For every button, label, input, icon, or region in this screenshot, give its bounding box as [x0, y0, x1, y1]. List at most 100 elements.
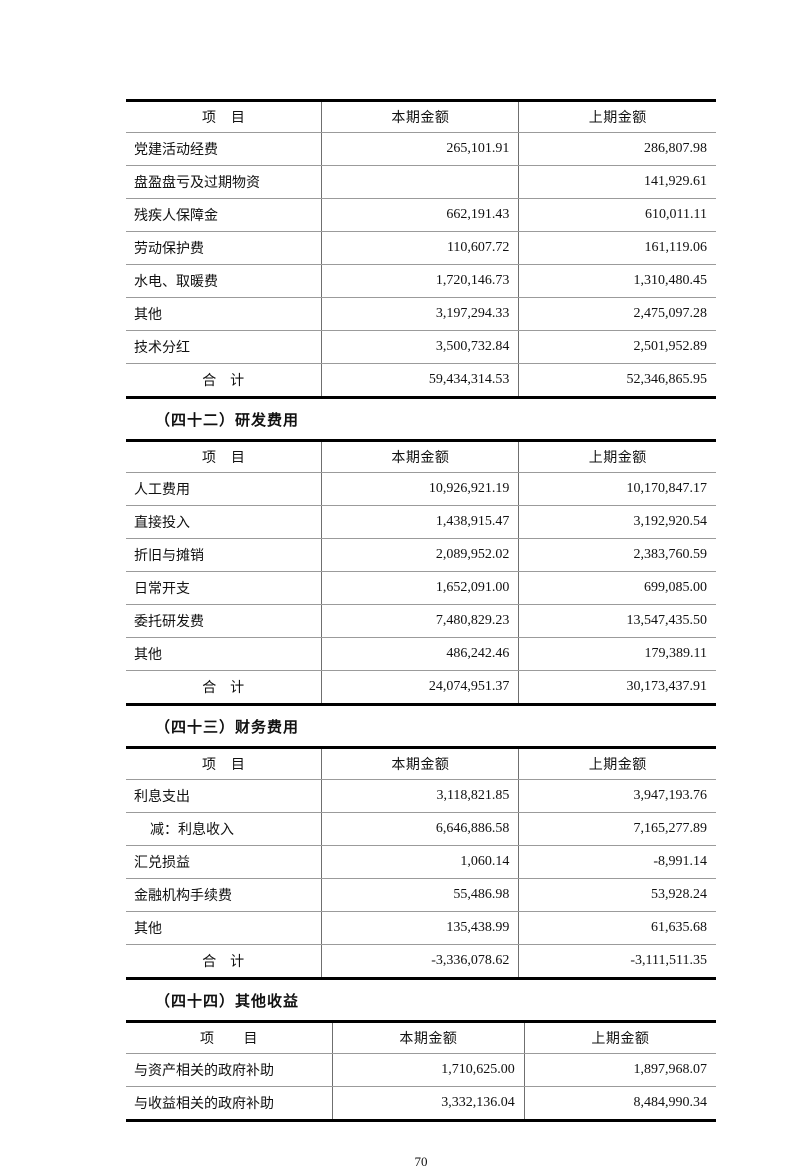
- row-current-amount: 3,118,821.85: [321, 779, 519, 813]
- row-prior-amount: 610,011.11: [518, 198, 716, 232]
- row-prior-amount: 699,085.00: [518, 571, 716, 605]
- row-current-amount: 1,438,915.47: [321, 505, 519, 539]
- row-item-label: 折旧与摊销: [126, 538, 322, 572]
- row-current-amount: 1,652,091.00: [321, 571, 519, 605]
- column-header-current-amount: 本期金额: [332, 1021, 525, 1054]
- report-section: 项 目 本期金额 上期金额 党建活动经费 265,101.91 286,807.…: [126, 99, 716, 399]
- table-header-row: 项 目 本期金额 上期金额: [126, 747, 716, 780]
- table-row: 技术分红 3,500,732.84 2,501,952.89: [126, 330, 716, 364]
- column-header-item: 项 目: [126, 747, 322, 780]
- row-current-amount: 3,332,136.04: [332, 1086, 525, 1121]
- row-prior-amount: 52,346,865.95: [518, 363, 716, 398]
- row-current-amount: 7,480,829.23: [321, 604, 519, 638]
- table-row: 人工费用 10,926,921.19 10,170,847.17: [126, 472, 716, 506]
- row-current-amount: 486,242.46: [321, 637, 519, 671]
- row-current-amount: 55,486.98: [321, 878, 519, 912]
- table-row: 合 计 -3,336,078.62 -3,111,511.35: [126, 944, 716, 979]
- column-header-item: 项 目: [126, 100, 322, 133]
- column-header-item: 项 目: [126, 1021, 333, 1054]
- table-row: 委托研发费 7,480,829.23 13,547,435.50: [126, 604, 716, 638]
- column-header-prior-amount: 上期金额: [518, 100, 716, 133]
- row-prior-amount: 30,173,437.91: [518, 670, 716, 705]
- row-prior-amount: 7,165,277.89: [518, 812, 716, 846]
- table-body: 人工费用 10,926,921.19 10,170,847.17 直接投入 1,…: [126, 472, 716, 705]
- financial-table: 项 目 本期金额 上期金额 利息支出 3,118,821.85 3,947,19…: [126, 746, 716, 980]
- financial-table: 项 目 本期金额 上期金额 党建活动经费 265,101.91 286,807.…: [126, 99, 716, 399]
- table-row: 减：利息收入 6,646,886.58 7,165,277.89: [126, 812, 716, 846]
- page-number: 70: [414, 1154, 428, 1169]
- row-prior-amount: 2,383,760.59: [518, 538, 716, 572]
- financial-table: 项 目 本期金额 上期金额 人工费用 10,926,921.19 10,170,…: [126, 439, 716, 706]
- row-current-amount: 6,646,886.58: [321, 812, 519, 846]
- row-item-label: 其他: [126, 297, 322, 331]
- row-current-amount: 135,438.99: [321, 911, 519, 945]
- table-row: 其他 3,197,294.33 2,475,097.28: [126, 297, 716, 331]
- table-row: 其他 486,242.46 179,389.11: [126, 637, 716, 671]
- table-body: 党建活动经费 265,101.91 286,807.98 盘盈盘亏及过期物资 1…: [126, 132, 716, 398]
- row-prior-amount: 141,929.61: [518, 165, 716, 199]
- sections-container: 项 目 本期金额 上期金额 党建活动经费 265,101.91 286,807.…: [126, 99, 716, 1122]
- table-header-row: 项 目 本期金额 上期金额: [126, 440, 716, 473]
- table-row: 合 计 59,434,314.53 52,346,865.95: [126, 363, 716, 398]
- column-header-item: 项 目: [126, 440, 322, 473]
- table-row: 盘盈盘亏及过期物资 141,929.61: [126, 165, 716, 199]
- row-current-amount: 110,607.72: [321, 231, 519, 265]
- row-current-amount: 1,710,625.00: [332, 1053, 525, 1087]
- row-current-amount: 2,089,952.02: [321, 538, 519, 572]
- report-section: （四十三）财务费用 项 目 本期金额 上期金额 利息支出 3,118,821.8…: [126, 718, 716, 980]
- row-item-label: 汇兑损益: [126, 845, 322, 879]
- document-page: 项 目 本期金额 上期金额 党建活动经费 265,101.91 286,807.…: [126, 99, 716, 1169]
- section-heading: （四十三）财务费用: [155, 720, 300, 736]
- table-row: 直接投入 1,438,915.47 3,192,920.54: [126, 505, 716, 539]
- row-item-label: 盘盈盘亏及过期物资: [126, 165, 322, 199]
- row-prior-amount: 3,947,193.76: [518, 779, 716, 813]
- row-item-label: 直接投入: [126, 505, 322, 539]
- table-row: 汇兑损益 1,060.14 -8,991.14: [126, 845, 716, 879]
- row-item-label: 残疾人保障金: [126, 198, 322, 232]
- table-row: 党建活动经费 265,101.91 286,807.98: [126, 132, 716, 166]
- row-current-amount: 1,060.14: [321, 845, 519, 879]
- row-current-amount: 1,720,146.73: [321, 264, 519, 298]
- row-item-label: 劳动保护费: [126, 231, 322, 265]
- table-header-row: 项 目 本期金额 上期金额: [126, 100, 716, 133]
- table-row: 残疾人保障金 662,191.43 610,011.11: [126, 198, 716, 232]
- table-row: 日常开支 1,652,091.00 699,085.00: [126, 571, 716, 605]
- row-prior-amount: 10,170,847.17: [518, 472, 716, 506]
- row-item-label: 水电、取暖费: [126, 264, 322, 298]
- table-body: 利息支出 3,118,821.85 3,947,193.76 减：利息收入 6,…: [126, 779, 716, 979]
- row-current-amount: -3,336,078.62: [321, 944, 519, 979]
- column-header-prior-amount: 上期金额: [518, 747, 716, 780]
- row-item-label: 技术分红: [126, 330, 322, 364]
- row-prior-amount: 3,192,920.54: [518, 505, 716, 539]
- row-prior-amount: 179,389.11: [518, 637, 716, 671]
- row-current-amount: [321, 165, 519, 199]
- row-item-label: 其他: [126, 911, 322, 945]
- row-item-label: 与资产相关的政府补助: [126, 1053, 333, 1087]
- row-prior-amount: 13,547,435.50: [518, 604, 716, 638]
- table-row: 与资产相关的政府补助 1,710,625.00 1,897,968.07: [126, 1053, 716, 1087]
- column-header-prior-amount: 上期金额: [523, 1021, 716, 1054]
- section-heading: （四十二）研发费用: [155, 413, 300, 429]
- row-item-label: 金融机构手续费: [126, 878, 322, 912]
- row-prior-amount: 1,897,968.07: [523, 1053, 716, 1087]
- column-header-current-amount: 本期金额: [321, 440, 519, 473]
- row-current-amount: 265,101.91: [321, 132, 519, 166]
- row-prior-amount: 286,807.98: [518, 132, 716, 166]
- row-item-label: 减：利息收入: [126, 812, 322, 846]
- row-prior-amount: 161,119.06: [518, 231, 716, 265]
- table-body: 与资产相关的政府补助 1,710,625.00 1,897,968.07 与收益…: [126, 1053, 716, 1121]
- column-header-prior-amount: 上期金额: [518, 440, 716, 473]
- row-prior-amount: -3,111,511.35: [518, 944, 716, 979]
- table-row: 劳动保护费 110,607.72 161,119.06: [126, 231, 716, 265]
- financial-table: 项 目 本期金额 上期金额 与资产相关的政府补助 1,710,625.00 1,…: [126, 1020, 716, 1122]
- table-row: 与收益相关的政府补助 3,332,136.04 8,484,990.34: [126, 1086, 716, 1121]
- row-item-label: 其他: [126, 637, 322, 671]
- table-row: 折旧与摊销 2,089,952.02 2,383,760.59: [126, 538, 716, 572]
- row-item-label: 委托研发费: [126, 604, 322, 638]
- row-item-label: 合 计: [202, 374, 245, 389]
- column-header-current-amount: 本期金额: [321, 100, 519, 133]
- table-header-row: 项 目 本期金额 上期金额: [126, 1021, 716, 1054]
- column-header-current-amount: 本期金额: [321, 747, 519, 780]
- row-current-amount: 3,197,294.33: [321, 297, 519, 331]
- report-section: （四十四）其他收益 项 目 本期金额 上期金额 与资产相关的政府补助 1,710…: [126, 992, 716, 1122]
